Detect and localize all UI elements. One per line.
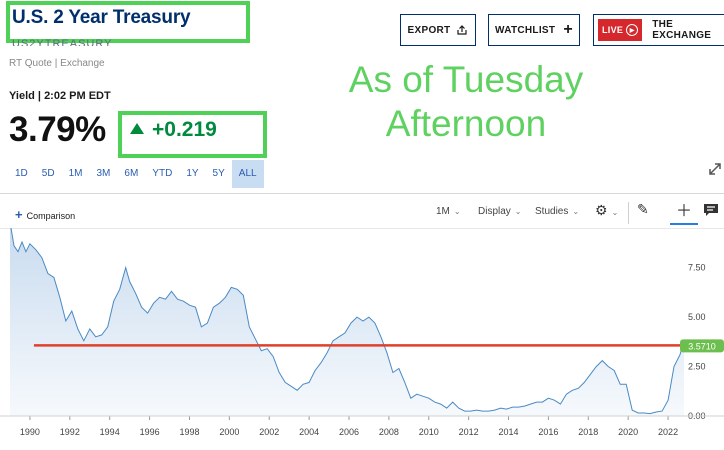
plus-icon: + xyxy=(563,21,573,38)
live-label: LIVE xyxy=(601,25,624,35)
range-5y[interactable]: 5Y xyxy=(212,168,225,179)
x-tick-label: 2008 xyxy=(379,427,399,437)
chart-divider xyxy=(0,228,724,229)
x-tick-label: 2002 xyxy=(259,427,279,437)
x-tick-label: 1998 xyxy=(179,427,199,437)
x-tick-label: 2012 xyxy=(459,427,479,437)
quote-type: RT Quote | Exchange xyxy=(9,58,105,69)
chevron-down-icon: ⌄ xyxy=(611,208,619,217)
change-value-wrap: +0.219 xyxy=(130,118,217,142)
annotation-overlay: As of Tuesday Afternoon xyxy=(338,58,594,146)
last-value-label: 3.5710 xyxy=(688,341,716,351)
display-dropdown[interactable]: Display ⌄ xyxy=(478,206,522,217)
plus-icon: + xyxy=(15,207,23,222)
comparison-button[interactable]: + Comparison xyxy=(15,207,75,222)
export-icon xyxy=(457,25,468,35)
change-value: +0.219 xyxy=(152,118,217,141)
x-tick-label: 1996 xyxy=(140,427,160,437)
chevron-down-icon: ⌄ xyxy=(453,207,461,216)
export-label: EXPORT xyxy=(407,24,451,36)
x-tick-label: 2020 xyxy=(618,427,638,437)
last-value-badge xyxy=(680,339,724,353)
x-tick-label: 2004 xyxy=(299,427,319,437)
gear-icon: ⚙ xyxy=(595,202,608,218)
crosshair-icon[interactable]: ＋ xyxy=(670,197,698,225)
the-exchange-button[interactable]: LIVE ▶ THE EXCHANGE xyxy=(593,14,724,46)
x-tick-label: 2016 xyxy=(538,427,558,437)
x-tick-label: 2018 xyxy=(578,427,598,437)
title-highlight-box xyxy=(6,1,250,43)
toolbar-separator xyxy=(628,202,629,224)
play-icon: ▶ xyxy=(626,24,639,36)
y-tick-label: 2.50 xyxy=(688,362,706,372)
toolbar-divider xyxy=(0,193,724,194)
interval-label: 1M xyxy=(436,206,450,217)
x-tick-label: 2000 xyxy=(219,427,239,437)
up-arrow-icon xyxy=(130,123,144,134)
range-1m[interactable]: 1M xyxy=(68,168,83,179)
studies-label: Studies xyxy=(535,206,569,217)
x-tick-label: 2022 xyxy=(658,427,678,437)
x-tick-label: 2010 xyxy=(419,427,439,437)
x-tick-label: 2014 xyxy=(499,427,519,437)
range-1y[interactable]: 1Y xyxy=(186,168,199,179)
yield-timestamp: Yield | 2:02 PM EDT xyxy=(9,90,111,102)
yield-line xyxy=(10,228,685,415)
comparison-label: Comparison xyxy=(26,211,76,221)
settings-dropdown[interactable]: ⚙ ⌄ xyxy=(595,202,618,219)
range-1d[interactable]: 1D xyxy=(15,168,28,179)
annotation-line-2: Afternoon xyxy=(385,103,547,144)
range-selector: 1D 5D 1M 3M 6M YTD 1Y 5Y ALL xyxy=(8,160,264,188)
change-highlight-box xyxy=(118,111,267,158)
range-3m[interactable]: 3M xyxy=(96,168,111,179)
interval-dropdown[interactable]: 1M ⌄ xyxy=(436,206,461,217)
y-tick-label: 5.00 xyxy=(688,312,706,322)
range-all[interactable]: ALL xyxy=(231,160,264,188)
ticker-symbol: US2YTREASURY xyxy=(12,38,113,46)
x-tick-label: 1994 xyxy=(100,427,120,437)
yield-value: 3.79% xyxy=(9,110,106,149)
annotation-line-1: As of Tuesday xyxy=(348,59,584,100)
y-tick-label: 7.50 xyxy=(688,263,706,273)
pencil-icon[interactable]: ✎ xyxy=(637,201,649,217)
x-tick-label: 2006 xyxy=(339,427,359,437)
x-tick-label: 1992 xyxy=(60,427,80,437)
comment-icon[interactable] xyxy=(703,203,719,217)
live-badge: LIVE ▶ xyxy=(598,19,643,41)
chevron-down-icon: ⌄ xyxy=(514,207,522,216)
range-6m[interactable]: 6M xyxy=(124,168,139,179)
range-5d[interactable]: 5D xyxy=(41,168,55,179)
x-tick-label: 1990 xyxy=(20,427,40,437)
display-label: Display xyxy=(478,206,511,217)
studies-dropdown[interactable]: Studies ⌄ xyxy=(535,206,579,217)
expand-icon[interactable] xyxy=(706,160,724,178)
range-ytd[interactable]: YTD xyxy=(152,168,173,179)
yield-area-fill xyxy=(10,228,684,416)
exchange-label: THE EXCHANGE xyxy=(652,19,712,41)
chevron-down-icon: ⌄ xyxy=(572,207,580,216)
watchlist-button[interactable]: WATCHLIST + xyxy=(488,14,580,46)
watchlist-label: WATCHLIST xyxy=(495,24,556,36)
export-button[interactable]: EXPORT xyxy=(400,14,476,46)
page-title: U.S. 2 Year Treasury xyxy=(12,7,191,28)
